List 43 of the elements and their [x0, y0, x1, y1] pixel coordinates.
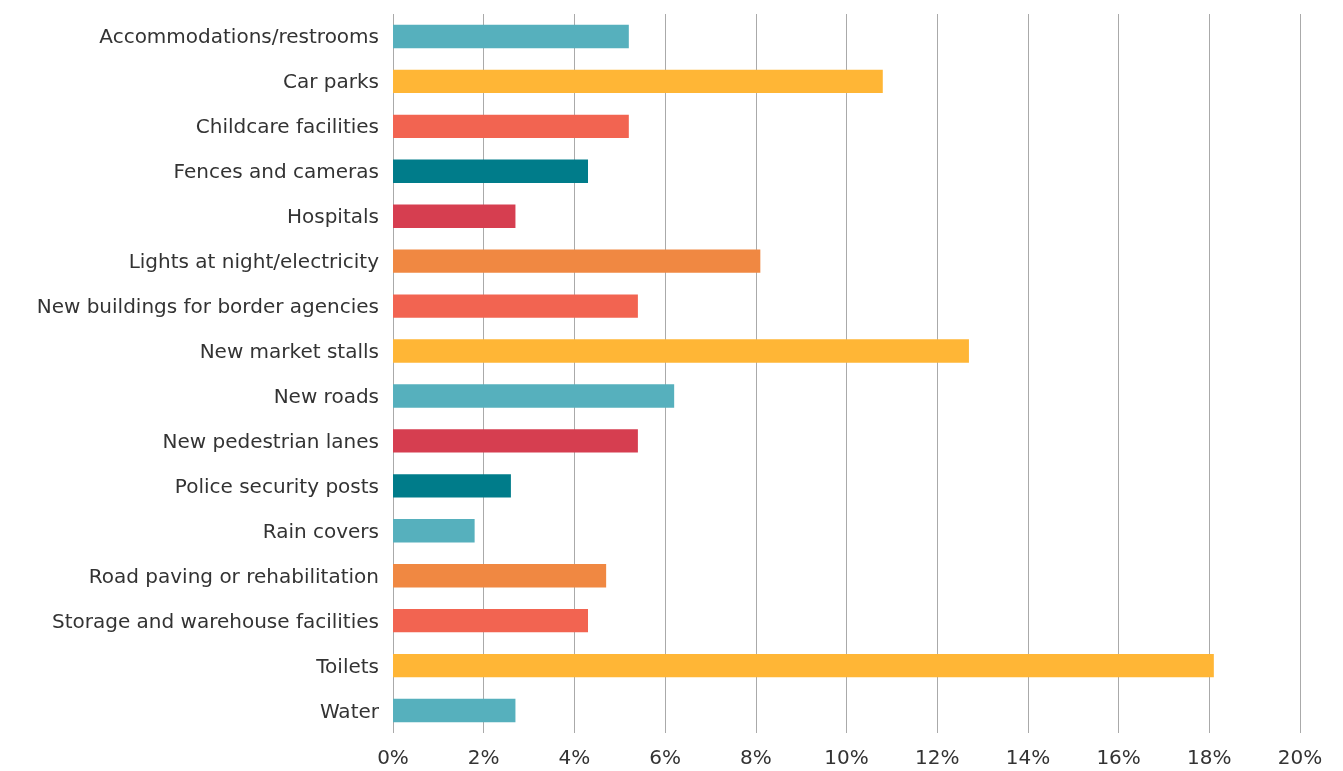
y-tick-label: Toilets: [315, 653, 379, 678]
y-tick-label: Water: [319, 698, 380, 723]
y-tick-label: Police security posts: [174, 473, 379, 498]
x-tick-label: 8%: [739, 745, 772, 769]
x-tick-label: 6%: [649, 745, 681, 769]
bar: [393, 24, 629, 49]
x-tick-label: 14%: [1005, 745, 1051, 769]
y-tick-label: New pedestrian lanes: [162, 428, 379, 453]
bar: [393, 519, 475, 543]
bar: [393, 384, 675, 408]
x-tick-label: 2%: [467, 745, 500, 769]
bar: [393, 249, 761, 273]
y-tick-label: Lights at night/electricity: [128, 249, 380, 274]
y-tick-label: New market stalls: [199, 339, 379, 364]
y-tick-label: Hospitals: [286, 204, 379, 229]
y-tick-label: New buildings for border agencies: [36, 294, 379, 319]
x-tick-label: 16%: [1096, 745, 1141, 769]
y-tick-label: Fences and cameras: [173, 159, 379, 184]
bar: [393, 653, 1214, 678]
x-tick-label: 12%: [914, 745, 960, 769]
y-tick-label: New roads: [273, 383, 379, 408]
y-tick-label: Childcare facilities: [195, 114, 379, 139]
bar: [393, 114, 629, 139]
bar: [393, 69, 883, 94]
x-tick-label: 20%: [1277, 745, 1323, 769]
x-tick-label: 0%: [377, 745, 409, 769]
bar: [393, 698, 516, 723]
bar: [393, 339, 969, 363]
bar: [393, 608, 589, 633]
y-tick-label: Road paving or rehabilitation: [88, 563, 379, 588]
x-tick-label: 4%: [558, 745, 591, 769]
bar: [393, 159, 589, 183]
y-tick-label: Accommodations/restrooms: [99, 24, 379, 49]
bar: [393, 429, 638, 453]
y-tick-label: Car parks: [283, 69, 379, 94]
y-tick-label: Rain covers: [262, 518, 379, 543]
bar: [393, 474, 511, 498]
x-tick-label: 10%: [824, 745, 869, 769]
x-tick-label: 18%: [1187, 745, 1232, 769]
bar: [393, 204, 516, 228]
y-tick-label: Storage and warehouse facilities: [51, 608, 379, 633]
bar: [393, 294, 638, 318]
bar: [393, 564, 607, 588]
